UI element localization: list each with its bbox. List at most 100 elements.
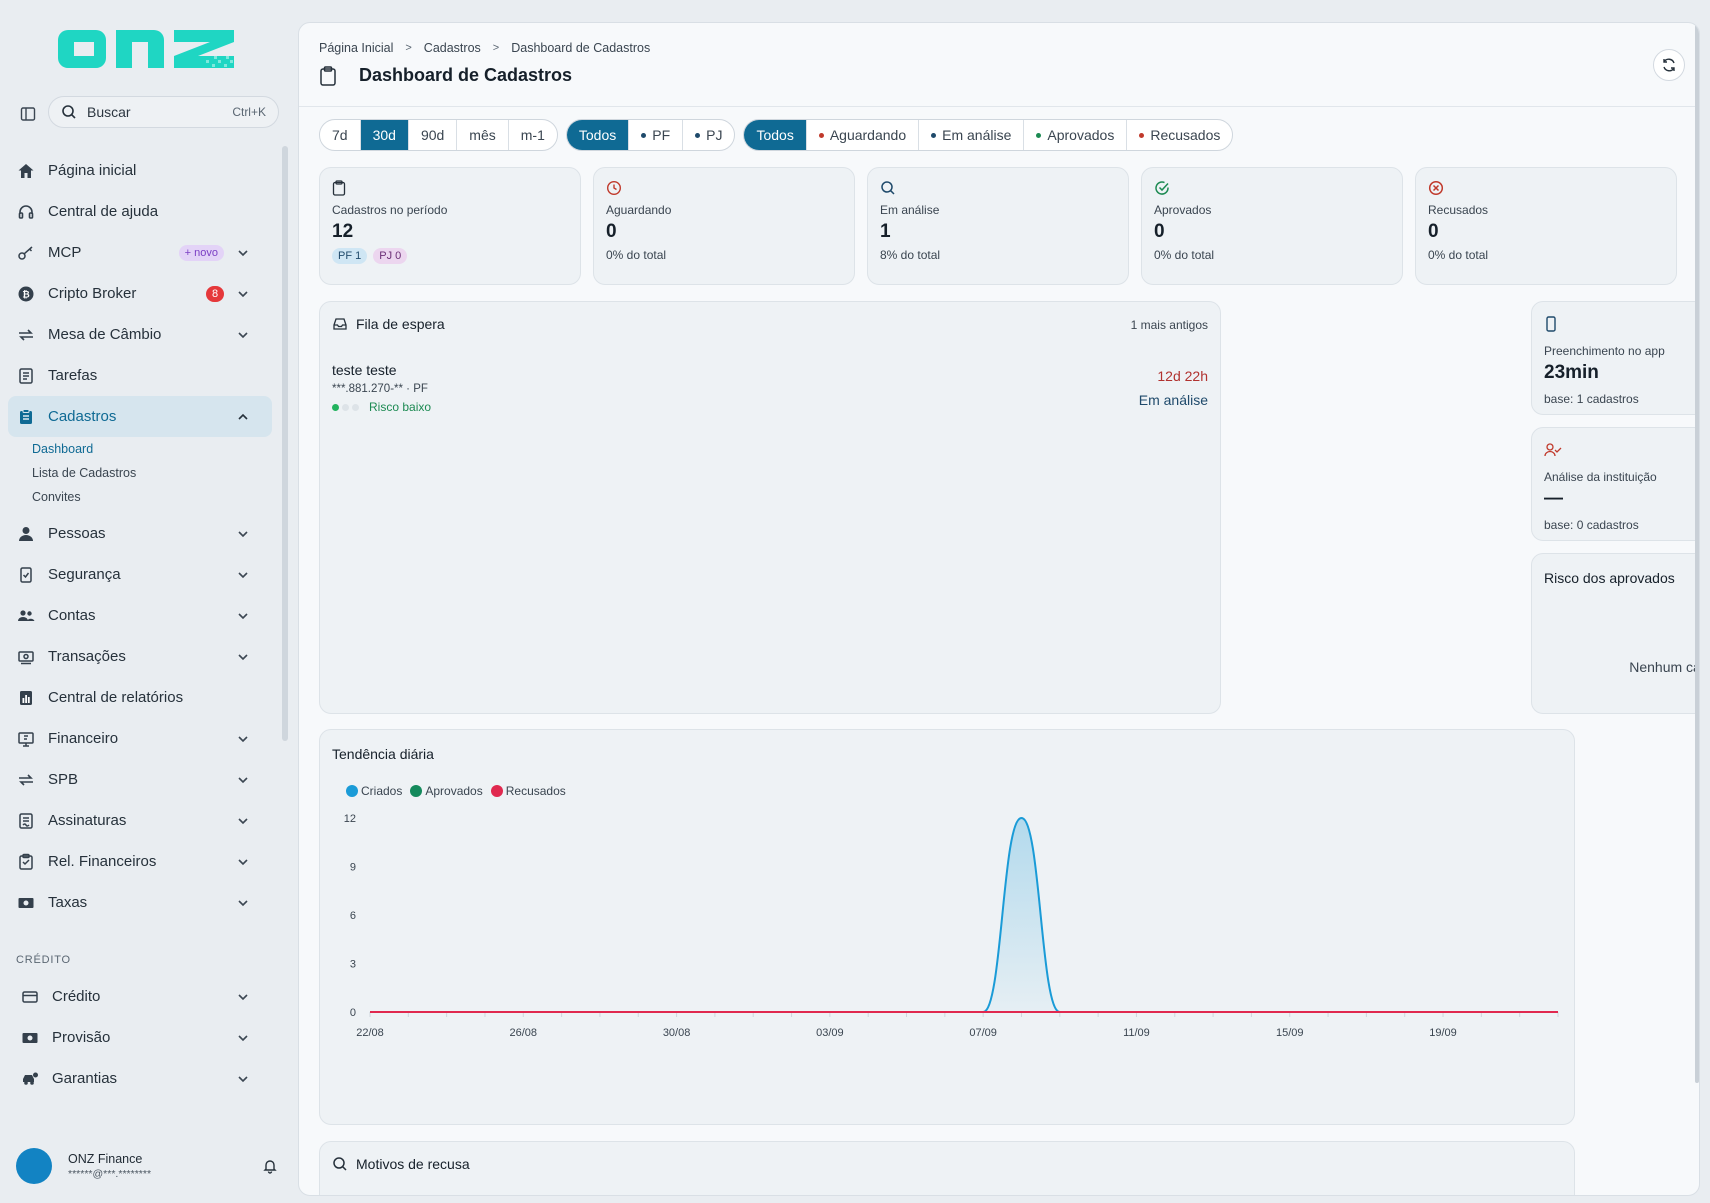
avatar[interactable] <box>16 1148 52 1184</box>
chevron-down-icon[interactable] <box>236 650 250 664</box>
sidebar-item-provisao[interactable]: Provisão <box>0 1017 272 1058</box>
sidebar-item-cripto-broker[interactable]: ₿ Cripto Broker 8 <box>0 273 272 314</box>
period-30d[interactable]: 30d <box>359 120 408 150</box>
sidebar-subitem-convites[interactable]: Convites <box>32 490 81 504</box>
check-circle-icon <box>1154 180 1390 196</box>
status-recusados-label: Recusados <box>1150 127 1221 143</box>
sidebar-item-rel-financeiros[interactable]: Rel. Financeiros <box>0 841 272 882</box>
risk-dot <box>352 403 359 411</box>
refresh-button[interactable] <box>1653 49 1685 81</box>
aguardando-dot <box>818 132 824 138</box>
period-m-1[interactable]: m-1 <box>507 120 557 150</box>
chevron-up-icon[interactable] <box>236 410 250 424</box>
chevron-down-icon[interactable] <box>236 773 250 787</box>
sidebar-item-transacoes[interactable]: Transações <box>0 636 272 677</box>
breadcrumb: Página Inicial > Cadastros > Dashboard d… <box>319 41 650 55</box>
sidebar-item-taxas[interactable]: Taxas <box>0 882 272 923</box>
queue-item-time: 12d 22h <box>1157 368 1208 384</box>
series-line-criados <box>370 816 1558 1013</box>
period-90d[interactable]: 90d <box>407 120 456 150</box>
status-aprovados[interactable]: Aprovados <box>1023 120 1126 150</box>
chevron-down-icon[interactable] <box>236 732 250 746</box>
sidebar-item-spb[interactable]: SPB <box>0 759 272 800</box>
breadcrumb-item[interactable]: Página Inicial <box>319 41 394 55</box>
pj-dot <box>695 132 701 138</box>
chevron-down-icon[interactable] <box>236 1072 250 1086</box>
chevron-down-icon[interactable] <box>236 527 250 541</box>
key-icon <box>17 244 35 262</box>
x-tick-label: 11/09 <box>1123 1027 1150 1039</box>
chevron-down-icon[interactable] <box>236 814 250 828</box>
breadcrumb-item[interactable]: Cadastros <box>423 41 481 55</box>
sidebar-item-pessoas[interactable]: Pessoas <box>0 513 272 554</box>
sidebar-item-financeiro[interactable]: Financeiro <box>0 718 272 759</box>
type-todos[interactable]: Todos <box>566 120 629 150</box>
sidebar-item-seguranca[interactable]: Segurança <box>0 554 272 595</box>
sidebar-item-central-de-relatorios[interactable]: Central de relatórios <box>0 677 272 718</box>
status-em-analise[interactable]: Em análise <box>918 120 1023 150</box>
sidebar-toggle-icon[interactable] <box>16 102 40 126</box>
sidebar-item-mesa-de-cambio[interactable]: Mesa de Câmbio <box>0 314 272 355</box>
svg-text:₿: ₿ <box>22 289 29 300</box>
tasks-icon <box>17 367 35 385</box>
sidebar-item-credito[interactable]: Crédito <box>0 976 272 1017</box>
bell-icon[interactable] <box>262 1158 278 1174</box>
sidebar-item-label: Contas <box>48 607 96 624</box>
sidebar-item-cadastros[interactable]: Cadastros <box>8 396 272 437</box>
report-icon <box>17 689 35 707</box>
card-icon <box>21 988 39 1006</box>
sidebar-item-garantias[interactable]: Garantias <box>0 1058 272 1099</box>
onz-logo[interactable] <box>54 20 240 78</box>
type-pf[interactable]: PF <box>628 120 682 150</box>
status-em-analise-label: Em análise <box>942 127 1012 143</box>
chevron-down-icon[interactable] <box>236 568 250 582</box>
search-shortcut: Ctrl+K <box>232 105 266 119</box>
clipboard-icon <box>17 408 35 426</box>
period-7d[interactable]: 7d <box>332 127 348 143</box>
status-recusados[interactable]: Recusados <box>1126 120 1232 150</box>
status-aguardando[interactable]: Aguardando <box>805 120 918 150</box>
type-pj[interactable]: PJ <box>682 120 734 150</box>
y-tick-label: 9 <box>350 862 356 874</box>
main-scrollbar[interactable] <box>1695 23 1699 1083</box>
chevron-down-icon[interactable] <box>236 246 250 260</box>
kpi-label: Recusados <box>1428 203 1489 217</box>
status-todos[interactable]: Todos <box>744 120 806 150</box>
sidebar-subitem-dashboard[interactable]: Dashboard <box>32 442 94 456</box>
sidebar-item-label: Pessoas <box>48 525 106 542</box>
exchange-icon <box>17 326 35 344</box>
refresh-icon <box>1661 57 1677 73</box>
status-aprovados-label: Aprovados <box>1047 127 1115 143</box>
chevron-down-icon[interactable] <box>236 609 250 623</box>
legend-item-aprovados[interactable]: Aprovados <box>410 784 483 798</box>
queue-item[interactable]: teste teste ***.881.270-** · PF Risco ba… <box>332 362 1208 414</box>
chevron-down-icon[interactable] <box>236 896 250 910</box>
sidebar-item-contas[interactable]: Contas <box>0 595 272 636</box>
sidebar-item-mcp[interactable]: MCP + novo <box>0 232 272 273</box>
legend-item-recusados[interactable]: Recusados <box>490 784 566 798</box>
sidebar-item-tarefas[interactable]: Tarefas <box>0 355 272 396</box>
legend-swatch <box>410 785 423 797</box>
queue-title: Fila de espera <box>356 316 445 332</box>
period-mes[interactable]: mês <box>456 120 507 150</box>
chevron-down-icon[interactable] <box>236 287 250 301</box>
search-input[interactable]: Buscar Ctrl+K <box>48 96 279 128</box>
sidebar-item-assinaturas[interactable]: Assinaturas <box>0 800 272 841</box>
legend-item-criados[interactable]: Criados <box>346 784 402 798</box>
approved-risk-card: Risco dos aprovados Nenhum cadastro apro… <box>1531 553 1699 714</box>
chevron-down-icon[interactable] <box>236 328 250 342</box>
sidebar-item-central-de-ajuda[interactable]: Central de ajuda <box>0 191 272 232</box>
period-filter: 7d 30d 90d mês m-1 <box>319 119 558 151</box>
type-filter: Todos PF PJ <box>565 119 736 151</box>
chevron-down-icon[interactable] <box>236 1031 250 1045</box>
sidebar-scrollbar[interactable] <box>282 146 288 741</box>
risk-dot <box>332 403 339 411</box>
chevron-down-icon[interactable] <box>236 990 250 1004</box>
sidebar-subitem-lista-de-cadastros[interactable]: Lista de Cadastros <box>32 466 137 480</box>
user-profile[interactable]: ONZ Finance ******@***.******** <box>16 1146 278 1186</box>
headset-icon <box>17 203 35 221</box>
chevron-down-icon[interactable] <box>236 855 250 869</box>
sidebar-item-label: Garantias <box>52 1070 118 1087</box>
sidebar-item-label: Tarefas <box>48 367 98 384</box>
sidebar-item-pagina-inicial[interactable]: Página inicial <box>0 150 272 191</box>
